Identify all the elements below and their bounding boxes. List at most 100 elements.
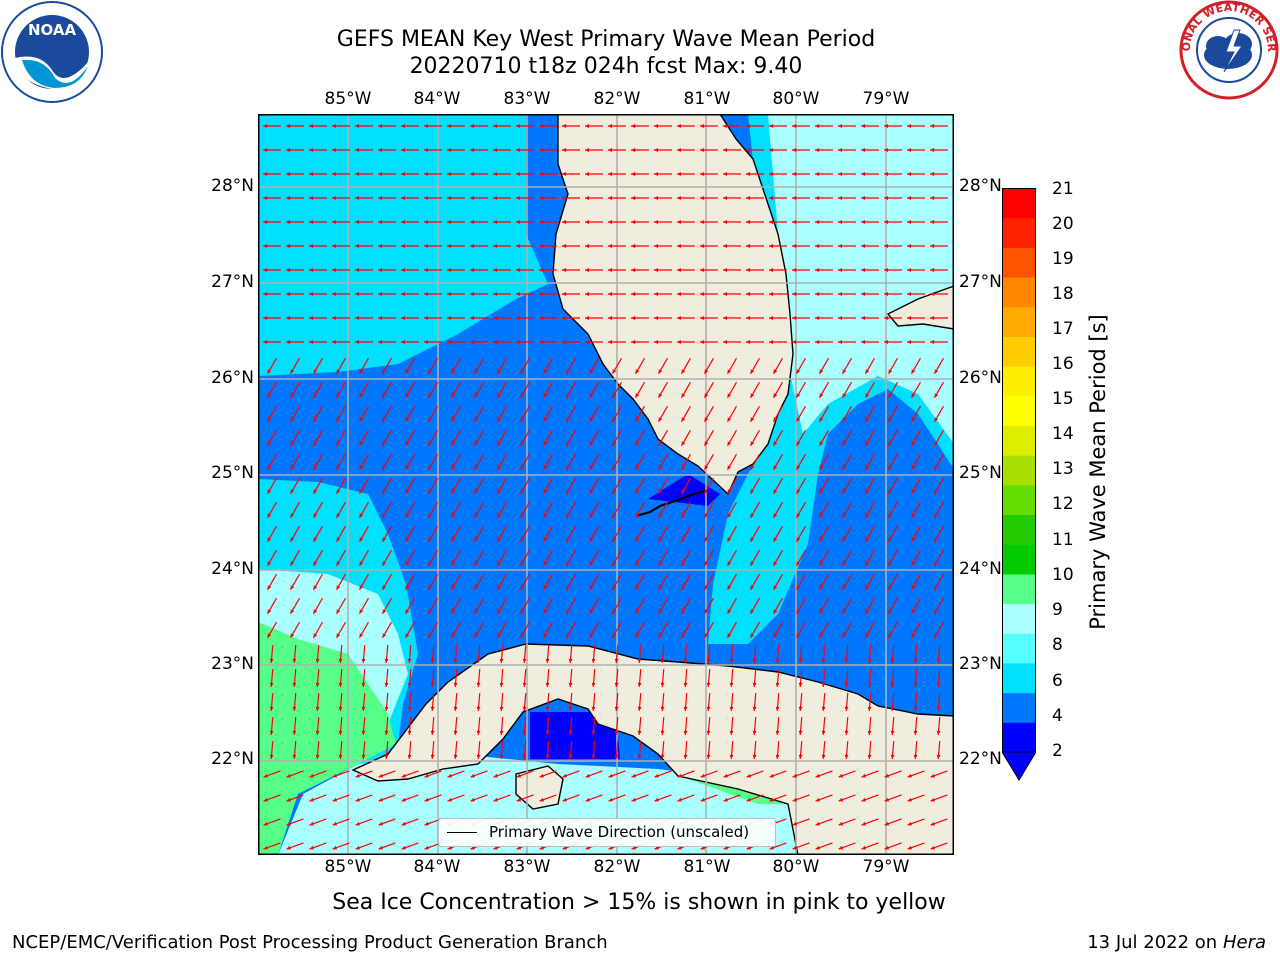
wave-arrow-head (911, 633, 916, 638)
wave-arrow-head (543, 513, 548, 518)
colorbar-band (1002, 188, 1036, 219)
wave-arrow-head (451, 609, 456, 614)
wave-arrow-head (286, 292, 291, 296)
wave-arrow-head (430, 754, 435, 759)
wave-arrow-head (430, 682, 435, 687)
wave-arrow-head (796, 513, 801, 518)
wave-arrow-head (773, 369, 778, 374)
wave-arrow-head (520, 609, 525, 614)
wave-arrow-head (589, 393, 594, 398)
wave-arrow-head (309, 316, 314, 320)
wave-arrow-head (654, 196, 659, 200)
wave-arrow-head (401, 196, 406, 200)
wave-arrow-head (263, 773, 269, 778)
wave-arrow-head (474, 417, 479, 422)
wave-arrow-head (821, 682, 826, 687)
wave-arrow-head (470, 148, 475, 152)
wave-arrow-head (635, 561, 640, 566)
wave-arrow-head (750, 441, 755, 446)
colorbar-tick: 2 (1052, 741, 1063, 761)
wave-arrow-head (338, 754, 343, 759)
wave-arrow-head (405, 441, 410, 446)
wave-arrow-head (631, 797, 637, 802)
wave-arrow-head (474, 369, 479, 374)
wave-arrow-head (539, 148, 544, 152)
wave-arrow-head (263, 124, 268, 128)
wave-arrow-head (378, 220, 383, 224)
wave-arrow-head (401, 340, 406, 344)
wave-arrow-head (729, 706, 734, 711)
wave-arrow-head (585, 268, 590, 272)
wave-arrow-head (378, 268, 383, 272)
wave-arrow-head (700, 773, 706, 778)
wave-arrow-head (539, 797, 545, 802)
wave-arrow-head (819, 609, 824, 614)
wave-arrow-head (378, 773, 384, 778)
wave-arrow-head (861, 340, 866, 344)
wave-arrow-head (934, 585, 939, 590)
wave-arrow-head (520, 513, 525, 518)
wave-arrow-head (907, 148, 912, 152)
wave-arrow-head (792, 845, 798, 850)
wave-arrow-head (566, 465, 571, 470)
wave-arrow-head (543, 465, 548, 470)
wave-arrow-head (499, 658, 504, 663)
wave-arrow-head (543, 369, 548, 374)
wave-arrow-head (313, 561, 318, 566)
wave-arrow-head (263, 268, 268, 272)
wave-arrow-head (332, 797, 338, 802)
wave-arrow-head (497, 585, 502, 590)
colorbar-tick: 16 (1052, 354, 1074, 374)
wave-arrow-head (516, 797, 522, 802)
wave-arrow-head (424, 340, 429, 344)
map-frame (258, 114, 954, 855)
wave-arrow-head (700, 220, 705, 224)
wave-arrow-head (543, 633, 548, 638)
wave-arrow-head (683, 658, 688, 663)
wave-arrow-head (405, 609, 410, 614)
wave-arrow-head (865, 585, 870, 590)
wave-arrow-head (704, 513, 709, 518)
wave-arrow-head (654, 773, 660, 778)
wave-arrow-head (290, 585, 295, 590)
wave-arrow-head (286, 821, 292, 826)
wave-arrow-head (842, 369, 847, 374)
wave-arrow-head (332, 340, 337, 344)
wave-arrow-head (769, 244, 774, 248)
wave-arrow-head (654, 244, 659, 248)
wave-arrow-head (313, 393, 318, 398)
wave-arrow-head (798, 730, 803, 735)
wave-arrow-head (884, 773, 890, 778)
wave-arrow-head (447, 268, 452, 272)
wave-arrow-head (520, 537, 525, 542)
wave-arrow-head (867, 754, 872, 759)
wave-arrow-head (654, 316, 659, 320)
wave-arrow-head (286, 845, 292, 850)
wave-arrow-head (589, 465, 594, 470)
wave-arrow-head (589, 561, 594, 566)
wave-arrow-head (890, 730, 895, 735)
wave-arrow-head (654, 268, 659, 272)
colorbar-tick: 19 (1052, 249, 1074, 269)
wave-arrow-head (453, 658, 458, 663)
wave-arrow-head (861, 797, 867, 802)
wave-arrow-head (267, 489, 272, 494)
lon-label-top: 83°W (503, 89, 551, 109)
wave-arrow-head (844, 730, 849, 735)
wave-arrow-head (585, 292, 590, 296)
wave-arrow-head (815, 244, 820, 248)
wave-arrow-head (723, 148, 728, 152)
wave-arrow-head (378, 292, 383, 296)
wave-arrow-head (499, 754, 504, 759)
wave-arrow-head (890, 706, 895, 711)
wave-arrow-head (309, 292, 314, 296)
wave-arrow-head (821, 730, 826, 735)
wave-arrow-head (750, 369, 755, 374)
wave-arrow-head (819, 633, 824, 638)
wave-arrow-head (654, 340, 659, 344)
wave-arrow-head (681, 489, 686, 494)
wave-arrow-head (585, 196, 590, 200)
wave-arrow-head (936, 706, 941, 711)
wave-arrow-head (451, 489, 456, 494)
colorbar-tick: 13 (1052, 459, 1074, 479)
